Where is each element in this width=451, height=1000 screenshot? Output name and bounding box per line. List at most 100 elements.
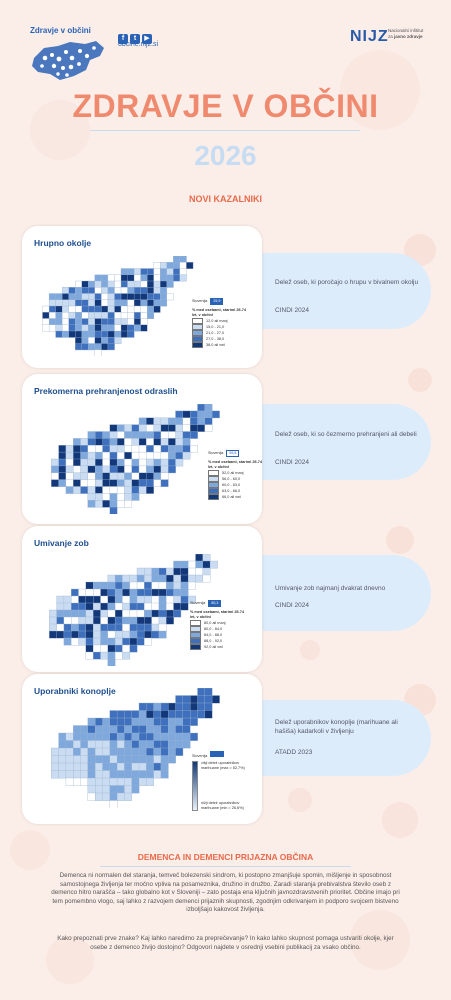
indicator-card[interactable]: Prekomerna prehranjenost odraslih Sloven… xyxy=(22,374,262,524)
municipality-cell xyxy=(166,602,174,611)
municipality-cell xyxy=(100,588,109,597)
municipality-cell xyxy=(146,710,154,719)
municipality-cell xyxy=(182,717,191,726)
municipality-map[interactable] xyxy=(36,256,206,356)
municipality-cell xyxy=(56,602,65,611)
municipality-cell xyxy=(147,280,155,288)
municipality-cell xyxy=(58,472,67,481)
municipality-cell xyxy=(102,458,111,467)
indicator-card[interactable]: Uporabniki konoplje Slovenija višji dele… xyxy=(22,674,262,824)
municipality-cell xyxy=(129,637,138,646)
municipality-cell xyxy=(144,630,152,639)
municipality-cell xyxy=(101,318,109,326)
legend-label: Slovenija xyxy=(190,601,206,605)
legend-item: 80,0 ali manj xyxy=(204,620,226,625)
municipality-cell xyxy=(146,472,154,481)
municipality-cell xyxy=(109,777,118,786)
municipality-cell xyxy=(95,486,103,494)
municipality-cell xyxy=(166,293,174,301)
municipality-cell xyxy=(175,451,184,460)
municipality-cell xyxy=(138,732,147,741)
municipality-cell xyxy=(102,732,111,741)
municipality-cell xyxy=(166,581,174,590)
municipality-cell xyxy=(100,623,109,632)
municipality-cell xyxy=(140,318,148,326)
municipality-cell xyxy=(136,637,145,646)
municipality-cell xyxy=(160,438,169,446)
municipality-cell xyxy=(136,602,145,611)
legend-item: 92,0 ali več xyxy=(204,644,224,649)
website-link[interactable]: obcine.nijz.si xyxy=(118,41,159,48)
municipality-cell xyxy=(116,424,125,432)
municipality-cell xyxy=(107,287,115,294)
municipality-cell xyxy=(129,588,138,597)
nijz-name-line1: Nacionalni inštitut xyxy=(388,28,424,33)
legend-value: 25,9 xyxy=(210,298,224,305)
municipality-cell xyxy=(131,717,140,726)
municipality-cell xyxy=(204,710,213,719)
indicator-card[interactable]: Hrupno okolje Slovenija 25,9 % med osebam… xyxy=(22,226,262,368)
municipality-cell xyxy=(180,581,189,590)
municipality-cell xyxy=(95,438,103,446)
municipality-cell xyxy=(127,299,135,307)
legend-swatch xyxy=(208,476,219,482)
municipality-cell xyxy=(153,702,162,711)
municipality-cell xyxy=(153,472,162,481)
municipality-cell xyxy=(95,725,103,734)
nijz-logo[interactable]: NIJZ Nacionalni inštitut za javno zdravj… xyxy=(350,28,423,46)
municipality-cell xyxy=(48,299,56,307)
municipality-cell xyxy=(166,262,174,269)
facebook-icon[interactable]: f xyxy=(118,34,128,44)
municipality-cell xyxy=(133,268,141,276)
municipality-cell xyxy=(182,710,191,719)
municipality-cell xyxy=(124,472,133,481)
municipality-cell xyxy=(153,262,161,269)
municipality-cell xyxy=(124,732,133,741)
municipality-cell xyxy=(160,458,169,467)
municipality-cell xyxy=(109,710,118,719)
municipality-cell xyxy=(146,438,154,446)
municipality-cell xyxy=(179,256,187,263)
municipality-cell xyxy=(93,581,101,590)
municipality-cell xyxy=(63,623,72,632)
municipality-cell xyxy=(168,465,176,474)
municipality-cell xyxy=(114,305,122,313)
municipality-cell xyxy=(94,312,102,319)
municipality-cell xyxy=(190,417,198,426)
municipality-cell xyxy=(190,410,198,419)
municipality-cell xyxy=(175,740,184,749)
indicator-card[interactable]: Umivanje zob Slovenija 80,3 % med osebami… xyxy=(22,526,262,672)
municipality-map[interactable] xyxy=(42,554,232,666)
municipality-cell xyxy=(175,410,184,419)
municipality-cell xyxy=(136,630,145,639)
municipality-cell xyxy=(93,651,101,660)
municipality-map[interactable] xyxy=(44,688,234,808)
municipality-cell xyxy=(144,595,152,604)
municipality-cell xyxy=(73,472,81,481)
municipality-cell xyxy=(147,287,155,294)
municipality-cell xyxy=(120,330,128,338)
legend-swatch xyxy=(192,330,203,336)
municipality-cell xyxy=(195,560,204,569)
municipality-cell xyxy=(107,581,116,590)
youtube-icon[interactable]: ▶ xyxy=(142,34,152,44)
legend-item: 60,0 - 63,0 xyxy=(222,482,241,487)
municipality-cell xyxy=(136,581,145,590)
municipality-cell xyxy=(88,287,96,294)
municipality-cell xyxy=(175,431,184,439)
municipality-cell xyxy=(151,602,160,611)
municipality-cell xyxy=(160,732,169,741)
municipality-cell xyxy=(68,287,76,294)
municipality-cell xyxy=(166,609,174,618)
municipality-cell xyxy=(131,431,140,439)
brand[interactable]: Zdravje v občini xyxy=(30,26,104,80)
municipality-cell xyxy=(160,740,169,749)
municipality-cell xyxy=(120,318,128,326)
municipality-cell xyxy=(158,623,167,632)
municipality-map[interactable] xyxy=(44,404,234,514)
twitter-icon[interactable]: t xyxy=(130,34,140,44)
municipality-cell xyxy=(204,410,213,419)
municipality-cell xyxy=(182,451,191,460)
municipality-cell xyxy=(153,717,162,726)
municipality-cell xyxy=(94,343,102,351)
